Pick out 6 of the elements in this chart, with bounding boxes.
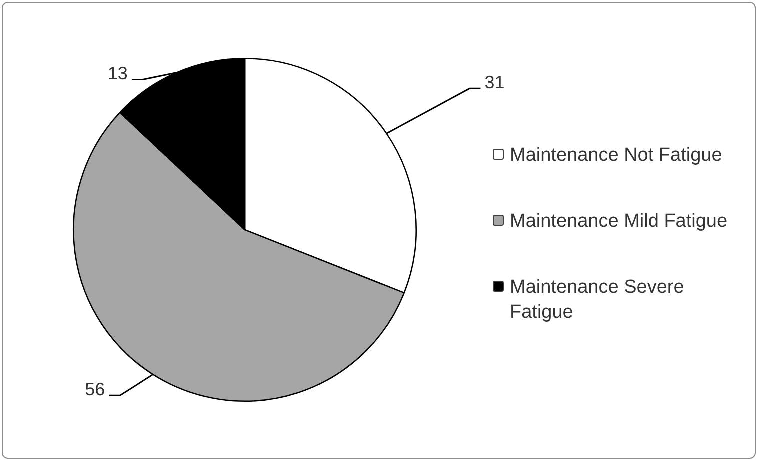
legend-label: Maintenance Mild Fatigue	[510, 210, 728, 234]
legend-label: Maintenance Severe Fatigue	[510, 276, 686, 325]
data-label: 31	[484, 72, 505, 93]
data-label: 13	[108, 64, 128, 84]
data-label: 56	[85, 380, 106, 400]
slice-label: Maintenance Not Fatigue	[510, 144, 722, 168]
